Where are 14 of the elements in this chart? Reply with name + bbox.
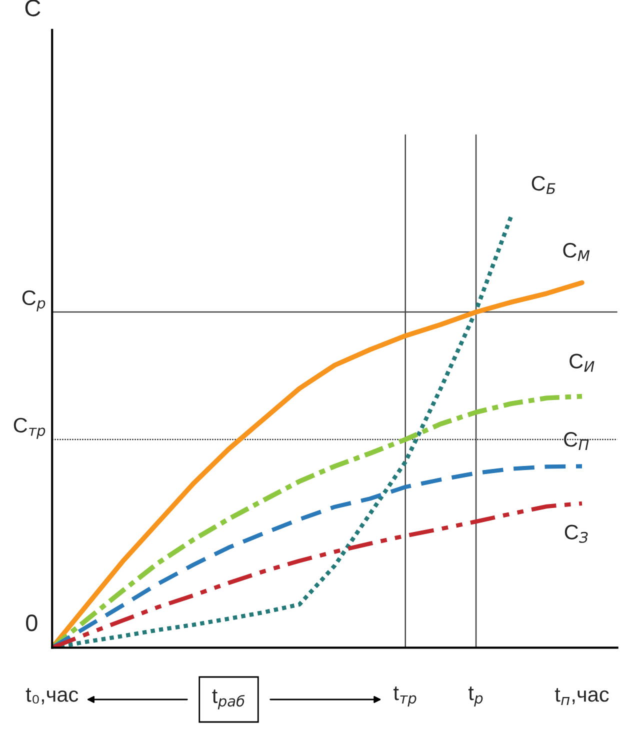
x-tick-label: t$_{тр}$ [394, 686, 416, 706]
x-tick-label: t$_{п}$,час [554, 688, 609, 705]
text: C [25, 0, 40, 16]
series-label: C$_{З}$ [564, 524, 588, 543]
series-label: C$_{М}$ [563, 242, 590, 261]
series-label: C$_{Б}$ [532, 176, 556, 194]
annotation: 0 [26, 614, 38, 632]
text: t$_{раб}$ [212, 690, 245, 710]
ref-line-label: C$_{р}$ [22, 290, 46, 312]
x-tick-label: t₀,час [26, 688, 78, 704]
ref-line-label: C$_{тр}$ [14, 418, 46, 439]
x-tick-label: t$_{р}$ [468, 686, 483, 706]
series-label: C$_{П}$ [564, 432, 589, 450]
series-label: C$_{И}$ [570, 354, 594, 372]
